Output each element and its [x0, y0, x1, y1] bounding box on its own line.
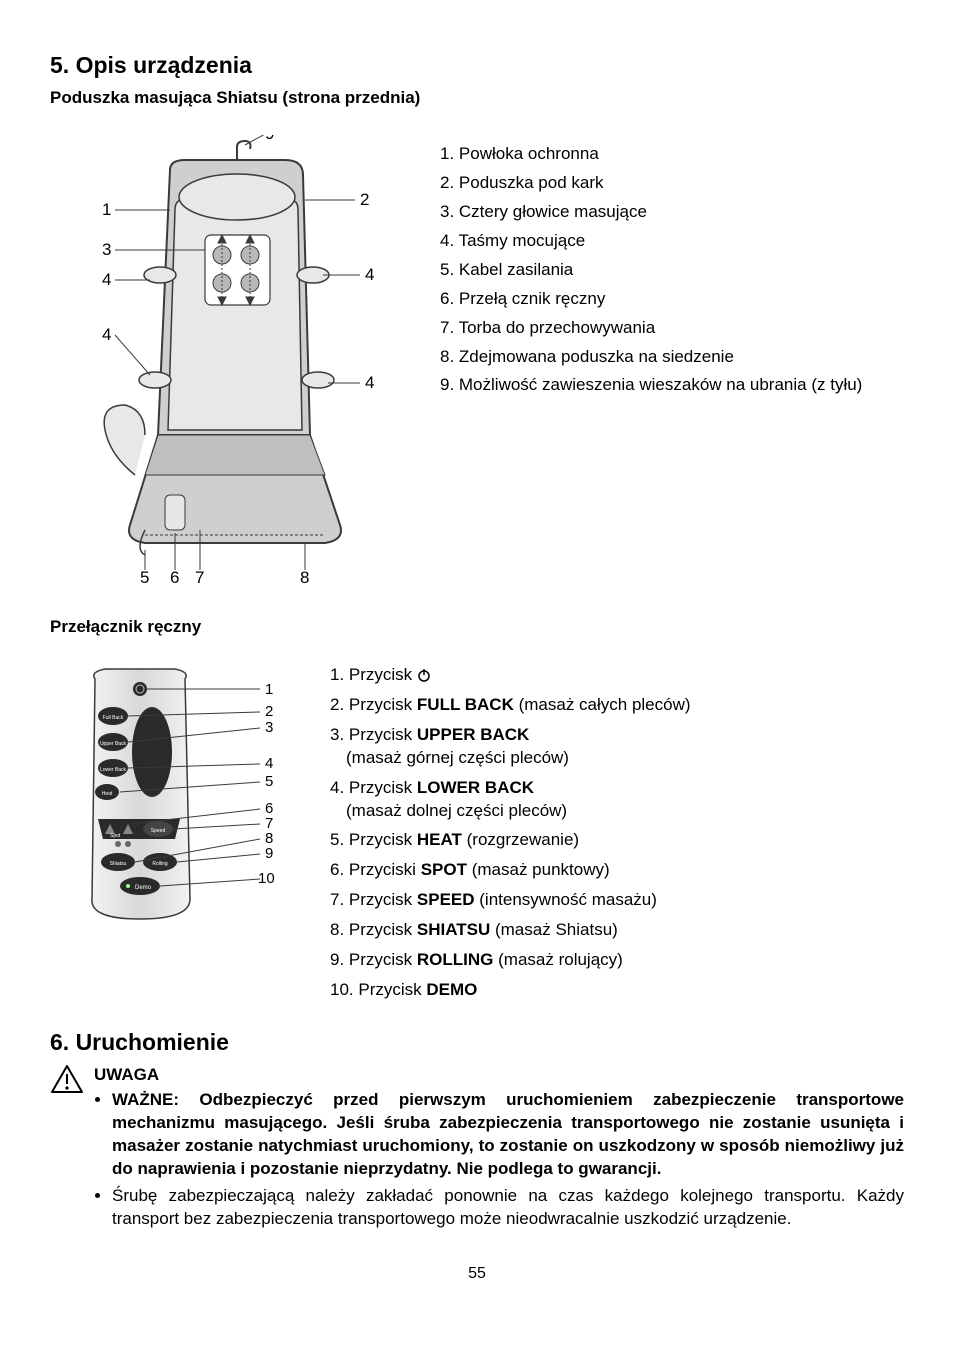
svg-text:Full Back: Full Back — [103, 715, 124, 721]
svg-text:10: 10 — [258, 870, 275, 887]
page-number: 55 — [50, 1263, 904, 1285]
legend-item: 9. Przycisk ROLLING (masaż rolujący) — [330, 949, 904, 972]
power-icon — [417, 668, 431, 682]
legend-item: 7. Torba do przechowywania — [440, 317, 904, 340]
svg-text:5: 5 — [265, 773, 273, 790]
legend-item: 2. Poduszka pod kark — [440, 172, 904, 195]
svg-text:Heat: Heat — [102, 791, 113, 797]
svg-text:Rolling: Rolling — [152, 861, 168, 867]
svg-text:3: 3 — [102, 240, 111, 259]
svg-text:Upper Back: Upper Back — [100, 741, 127, 747]
legend-item: 3. Przycisk UPPER BACK(masaż górnej częś… — [330, 724, 904, 770]
legend-item: 5. Przycisk HEAT (rozgrzewanie) — [330, 829, 904, 852]
svg-text:4: 4 — [365, 265, 374, 284]
svg-text:Demo: Demo — [135, 885, 152, 891]
svg-text:1: 1 — [265, 681, 273, 698]
legend-item: 6. Przyciski SPOT (masaż punktowy) — [330, 859, 904, 882]
section6-heading: 6. Uruchomienie — [50, 1027, 904, 1058]
svg-text:4: 4 — [102, 325, 111, 344]
legend-item: 3. Cztery głowice masujące — [440, 201, 904, 224]
svg-text:9: 9 — [265, 135, 274, 143]
remote-diagram: Full Back Upper Back Lower Back Heat Spo… — [50, 664, 300, 941]
svg-text:2: 2 — [360, 190, 369, 209]
legend-item: 9. Możliwość zawieszenia wieszaków na ub… — [440, 374, 904, 397]
section5-subhead: Poduszka masująca Shiatsu (strona przedn… — [50, 87, 904, 110]
remote-legend: 1. Przycisk 2. Przycisk FULL BACK (masaż… — [330, 664, 904, 1002]
svg-text:1: 1 — [102, 200, 111, 219]
svg-text:9: 9 — [265, 845, 273, 862]
legend-item: 6. Przełą cznik ręczny — [440, 288, 904, 311]
remote-title: Przełącznik ręczny — [50, 616, 904, 639]
warning-icon — [50, 1064, 84, 1101]
legend-item: 4. Przycisk LOWER BACK(masaż dolnej częś… — [330, 777, 904, 823]
svg-text:7: 7 — [195, 568, 204, 585]
section5-heading: 5. Opis urządzenia — [50, 50, 904, 81]
svg-text:3: 3 — [265, 719, 273, 736]
svg-text:Spot: Spot — [110, 833, 121, 839]
cushion-legend: 1. Powłoka ochronna 2. Poduszka pod kark… — [440, 143, 904, 397]
svg-text:4: 4 — [365, 373, 374, 392]
svg-text:Shiatsu: Shiatsu — [110, 861, 127, 867]
svg-text:8: 8 — [300, 568, 309, 585]
uwaga-list: WAŻNE: Odbezpieczyć przed pierwszym uruc… — [94, 1089, 904, 1231]
uwaga-title: UWAGA — [94, 1064, 904, 1087]
svg-text:2: 2 — [265, 703, 273, 720]
svg-text:Speed: Speed — [151, 828, 166, 834]
svg-text:5: 5 — [140, 568, 149, 585]
legend-item: 4. Taśmy mocujące — [440, 230, 904, 253]
warning-bullet: WAŻNE: Odbezpieczyć przed pierwszym uruc… — [112, 1089, 904, 1181]
legend-item: 10. Przycisk DEMO — [330, 979, 904, 1002]
cushion-diagram: 9 1 3 4 4 2 4 4 5 6 7 8 — [50, 135, 395, 592]
legend-item: 2. Przycisk FULL BACK (masaż całych plec… — [330, 694, 904, 717]
svg-text:6: 6 — [170, 568, 179, 585]
svg-text:4: 4 — [265, 755, 273, 772]
legend-item: 1. Przycisk — [330, 664, 904, 687]
legend-item: 1. Powłoka ochronna — [440, 143, 904, 166]
svg-text:4: 4 — [102, 270, 111, 289]
legend-item: 8. Zdejmowana poduszka na siedzenie — [440, 346, 904, 369]
legend-item: 5. Kabel zasilania — [440, 259, 904, 282]
svg-text:Lower Back: Lower Back — [100, 767, 127, 773]
legend-item: 7. Przycisk SPEED (intensywność masażu) — [330, 889, 904, 912]
legend-item: 8. Przycisk SHIATSU (masaż Shiatsu) — [330, 919, 904, 942]
warning-bullet: Śrubę zabezpieczającą należy zakładać po… — [112, 1185, 904, 1231]
